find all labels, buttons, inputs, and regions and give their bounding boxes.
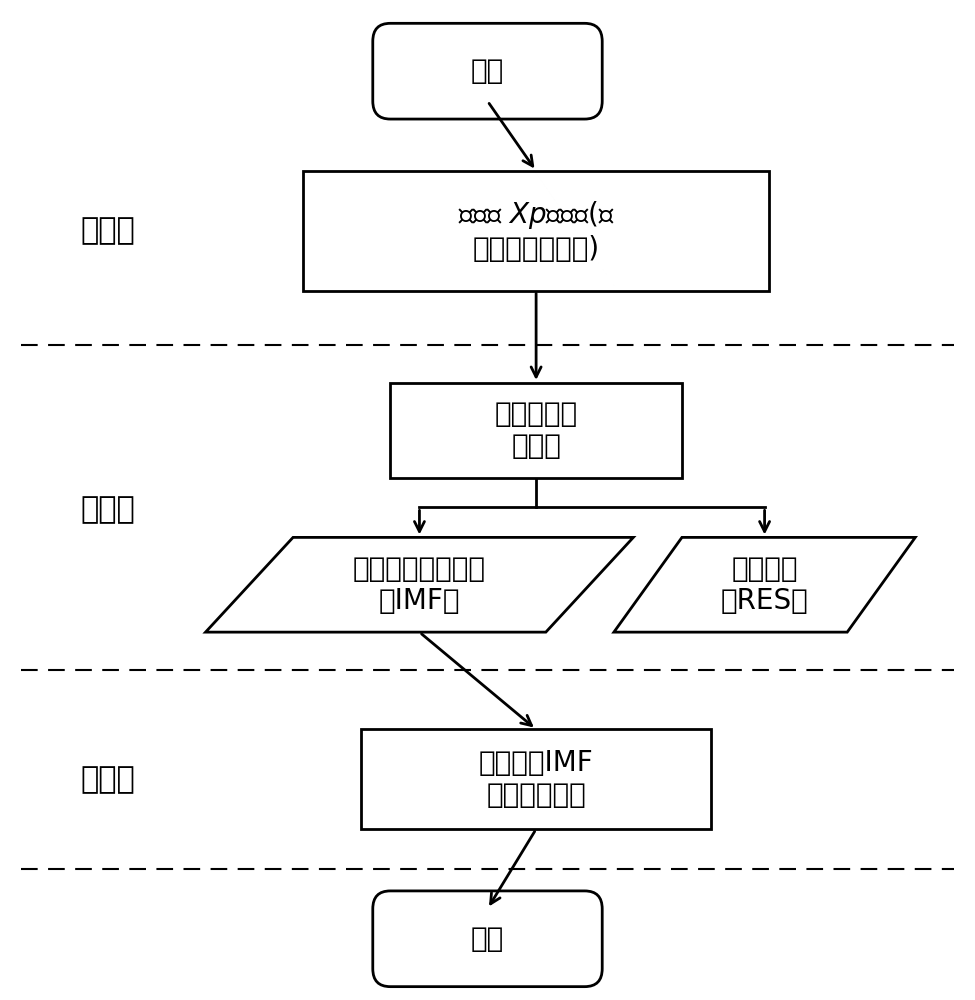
Bar <box>303 171 769 291</box>
Text: 各次固有模态函数
（IMF）: 各次固有模态函数 （IMF） <box>353 555 486 615</box>
Text: 进行经验模
态分解: 进行经验模 态分解 <box>494 400 577 460</box>
Text: 结束: 结束 <box>471 925 504 953</box>
Text: 计算一次IMF
分量的熵权值: 计算一次IMF 分量的熵权值 <box>479 749 594 809</box>
Bar <box>361 729 711 829</box>
Text: 残差函数
（RES）: 残差函数 （RES） <box>721 555 808 615</box>
Text: 步骤三: 步骤三 <box>81 765 136 794</box>
Text: 步骤二: 步骤二 <box>81 495 136 524</box>
Text: 步骤一: 步骤一 <box>81 216 136 245</box>
Bar <box>390 383 682 478</box>
Text: 开始: 开始 <box>471 57 504 85</box>
Polygon shape <box>206 537 634 632</box>
Polygon shape <box>614 537 916 632</box>
FancyBboxPatch shape <box>372 23 603 119</box>
FancyBboxPatch shape <box>372 891 603 987</box>
Text: 对数据 $Xp$预处理(巴
特沃斯低通滤波): 对数据 $Xp$预处理(巴 特沃斯低通滤波) <box>458 199 614 263</box>
